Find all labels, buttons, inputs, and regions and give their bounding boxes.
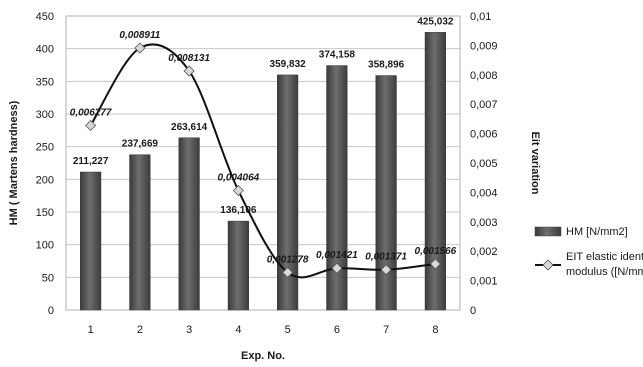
hm-bar-value-label: 425,032 <box>417 16 454 27</box>
hm-bar <box>277 74 299 311</box>
x-tick-label: 4 <box>235 324 241 336</box>
y-left-tick-label: 0 <box>48 305 54 317</box>
eit-point-marker <box>282 266 294 278</box>
y-right-tick-label: 0,007 <box>470 99 498 111</box>
eit-point-marker <box>429 258 441 270</box>
y-axis-left-title: HM ( Martens hardness) <box>8 100 20 225</box>
x-tick-label: 8 <box>432 324 438 336</box>
eit-point-marker <box>380 264 392 276</box>
eit-value-label: 0,001278 <box>267 254 309 265</box>
legend-diamond-marker <box>542 259 554 271</box>
y-left-tick-label: 350 <box>36 76 54 88</box>
eit-line-series <box>85 42 441 279</box>
eit-value-label: 0,001566 <box>415 246 457 257</box>
y-right-tick-label: 0,001 <box>470 276 498 288</box>
y-right-tick-label: 0,006 <box>470 129 498 141</box>
y-right-tick-label: 0,009 <box>470 40 498 52</box>
y-axis-right-title: Eit variation <box>529 132 541 195</box>
eit-value-label: 0,008131 <box>168 53 210 64</box>
y-right-tick-label: 0,01 <box>470 11 491 23</box>
y-left-tick-label: 200 <box>36 174 54 186</box>
eit-point-marker <box>85 119 97 132</box>
hm-bar <box>227 220 249 311</box>
legend-bar-swatch <box>534 226 562 237</box>
right-axis-ticks: 0 0,001 0,002 0,003 0,004 0,005 0,006 0,007 0,00… <box>470 11 498 317</box>
hm-bar-labels: 211,227 237,669 263,614 136,106 359,832 374,1… <box>73 16 454 216</box>
x-tick-label: 6 <box>334 324 340 336</box>
y-left-tick-label: 300 <box>36 109 54 121</box>
hm-bar-value-label: 359,832 <box>270 59 307 70</box>
eit-point-marker <box>134 42 146 54</box>
hm-bar <box>178 137 200 311</box>
hm-bar-value-label: 263,614 <box>171 122 208 133</box>
y-right-tick-label: 0,005 <box>470 158 498 170</box>
left-axis-ticks: 0 50 100 150 200 250 300 350 400 450 <box>36 11 54 317</box>
y-left-tick-label: 50 <box>42 272 54 284</box>
eit-value-label: 0,001421 <box>316 250 358 261</box>
plot-area-border <box>65 15 461 311</box>
eit-point-marker <box>232 184 244 197</box>
hm-bar <box>80 171 102 311</box>
hm-bar-value-label: 211,227 <box>73 156 109 167</box>
legend-bar-label: HM [N/mm2] <box>566 226 628 238</box>
hm-bars <box>80 32 446 311</box>
legend-line-label-1: EIT elastic ident <box>566 251 643 263</box>
y-left-tick-label: 250 <box>36 142 54 154</box>
y-right-tick-label: 0,008 <box>470 70 498 82</box>
x-tick-label: 5 <box>285 324 291 336</box>
eit-value-label: 0,008911 <box>119 30 160 41</box>
hm-bar <box>129 154 151 311</box>
eit-point-marker <box>331 262 343 274</box>
eit-point-marker <box>183 65 195 77</box>
x-axis-title: Exp. No. <box>241 350 285 362</box>
hm-bar-value-label: 358,896 <box>368 60 405 71</box>
y-right-tick-label: 0 <box>470 305 476 317</box>
hm-bar-value-label: 237,669 <box>122 139 159 150</box>
hm-bar <box>375 75 397 311</box>
y-left-tick-label: 150 <box>36 207 54 219</box>
y-left-tick-label: 450 <box>36 11 54 23</box>
hm-bar-value-label: 136,106 <box>220 205 257 216</box>
y-left-tick-label: 400 <box>36 44 54 56</box>
x-tick-label: 3 <box>186 324 192 336</box>
eit-value-label: 0,006277 <box>70 107 112 118</box>
legend: HM [N/mm2] EIT elastic ident modulus ([N… <box>534 226 643 278</box>
eit-value-label: 0,004064 <box>218 173 260 184</box>
x-tick-label: 1 <box>88 324 94 336</box>
y-left-tick-label: 100 <box>36 240 54 252</box>
x-axis-ticks: 1 2 3 4 5 6 7 8 <box>88 324 439 336</box>
x-tick-label: 7 <box>383 324 389 336</box>
y-right-tick-label: 0,003 <box>470 217 498 229</box>
legend-line-label-2: modulus ([N/mm2] <box>566 266 643 278</box>
eit-line-labels: 0,006277 0,008911 0,008131 0,004064 0,001278… <box>70 30 457 265</box>
y-right-tick-label: 0,004 <box>470 187 498 199</box>
y-right-tick-label: 0,002 <box>470 246 498 258</box>
x-tick-label: 2 <box>137 324 143 336</box>
hm-bar-value-label: 374,158 <box>319 50 356 61</box>
eit-value-label: 0,001371 <box>365 252 407 263</box>
hm-bar <box>326 65 348 311</box>
hm-bar <box>424 32 446 311</box>
